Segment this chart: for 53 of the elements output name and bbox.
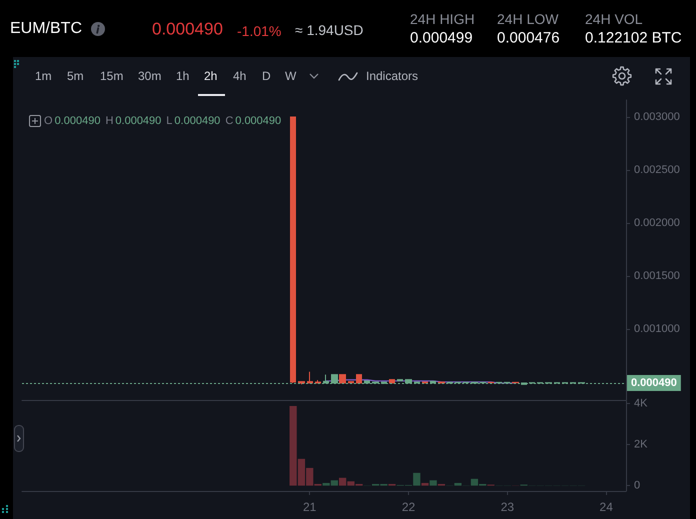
- candlestick: [307, 371, 313, 384]
- ref-line-label: 0.000490: [631, 377, 677, 390]
- text: 0.122102 BTC: [585, 30, 682, 46]
- text: 24H HIGH: [410, 11, 475, 27]
- text: 0.000499: [410, 30, 473, 46]
- annotation: C: [225, 114, 234, 126]
- annotation: H: [105, 114, 114, 126]
- text: -1.01%: [237, 23, 282, 39]
- annotation: 0.000490: [174, 114, 220, 126]
- bar: [421, 482, 429, 486]
- text: 4h: [233, 69, 246, 83]
- text: 24H VOL: [585, 11, 643, 27]
- annotation: 0.000490: [54, 114, 100, 126]
- y-tick-label: 4K: [634, 397, 648, 410]
- annotation: O: [44, 114, 53, 126]
- candlestick: [356, 374, 362, 384]
- text: 0.000476: [497, 30, 560, 46]
- x-tick-label: 21: [302, 500, 317, 514]
- y-tick-label: 0.001500: [634, 270, 680, 282]
- candlestick: [315, 380, 321, 384]
- candlestick: [397, 379, 403, 382]
- y-tick-label: 2K: [634, 438, 648, 450]
- bar: [454, 482, 462, 486]
- candlestick: [339, 374, 346, 384]
- candlestick: [389, 379, 395, 384]
- y-tick-label: 0.003000: [634, 110, 680, 123]
- text: 15m: [100, 69, 124, 83]
- candlestick: [348, 380, 354, 384]
- text: Indicators: [366, 69, 418, 83]
- y-tick-label: 0: [634, 480, 640, 492]
- candlestick: [290, 116, 296, 384]
- annotation: 0.000490: [235, 114, 282, 126]
- text: D: [262, 69, 271, 83]
- text: 2h: [204, 69, 218, 83]
- x-tick-label: 24: [600, 500, 614, 514]
- bar: [430, 480, 437, 486]
- y-tick-label: 0.001000: [634, 322, 680, 335]
- text: 0.000490: [152, 20, 223, 38]
- text: 30m: [138, 69, 162, 83]
- x-tick-label: 23: [500, 500, 514, 514]
- y-tick-label: 0.002500: [634, 164, 680, 176]
- text: W: [285, 69, 296, 83]
- annotation: L: [166, 114, 172, 126]
- candlestick: [298, 381, 305, 385]
- annotation: 0.000490: [115, 114, 162, 126]
- text: 5m: [67, 69, 84, 83]
- y-tick-label: 0.002000: [634, 216, 680, 229]
- text: EUM/BTC: [10, 20, 82, 37]
- x-tick-label: 22: [402, 500, 416, 514]
- text: 1h: [176, 69, 190, 83]
- text: 24H LOW: [497, 11, 558, 27]
- text: 1m: [35, 69, 52, 83]
- text: ≈ 1.94USD: [295, 22, 364, 38]
